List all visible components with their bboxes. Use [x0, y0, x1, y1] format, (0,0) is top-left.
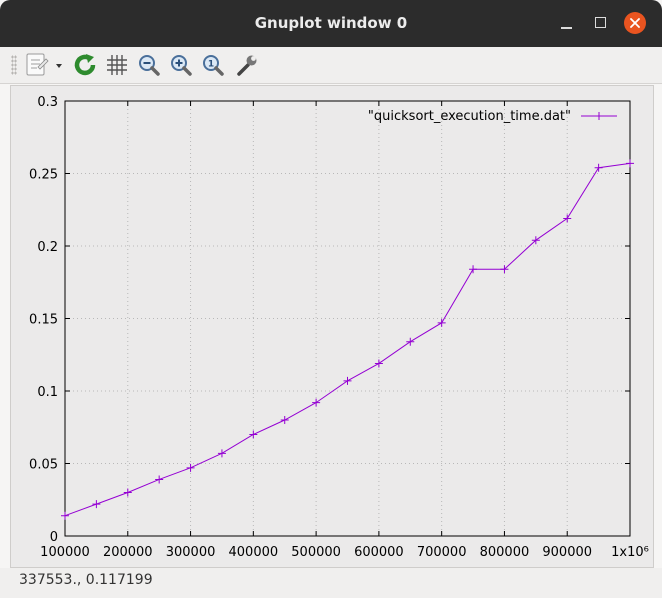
data-point — [626, 159, 634, 168]
zoom-fit-button[interactable]: 1 — [200, 52, 226, 78]
config-button[interactable] — [234, 52, 260, 78]
data-point — [217, 449, 226, 458]
legend-marker — [595, 112, 603, 120]
replot-button[interactable] — [72, 52, 98, 78]
refresh-icon — [74, 54, 96, 76]
cursor-coordinates: 337553., 0.117199 — [19, 572, 153, 588]
close-icon — [630, 18, 640, 28]
zoom-in-button[interactable] — [168, 52, 194, 78]
minimize-button[interactable] — [556, 12, 578, 34]
data-point — [437, 318, 446, 327]
data-point — [343, 376, 352, 385]
zoom-out-icon — [139, 55, 160, 76]
grid-button[interactable] — [104, 52, 130, 78]
data-point — [374, 359, 383, 368]
data-point — [563, 214, 572, 223]
copy-menu-button[interactable] — [24, 52, 66, 78]
y-tick-label: 0.3 — [37, 95, 58, 110]
status-bar: 337553., 0.117199 — [0, 568, 662, 598]
window-title: Gnuplot window 0 — [254, 14, 408, 32]
data-point — [186, 463, 195, 472]
y-tick-label: 0.2 — [37, 240, 58, 255]
zoom-in-icon — [171, 55, 192, 76]
x-tick-label: 100000 — [40, 545, 90, 560]
grid-icon — [107, 55, 127, 75]
close-button[interactable] — [624, 12, 646, 34]
legend-label: "quicksort_execution_time.dat" — [368, 109, 571, 124]
zoom-out-button[interactable] — [136, 52, 162, 78]
x-tick-label: 800000 — [480, 545, 530, 560]
y-tick-label: 0.15 — [29, 313, 58, 328]
title-bar[interactable]: Gnuplot window 0 — [0, 0, 662, 47]
toolbar-grip[interactable] — [11, 55, 17, 75]
series-line — [64, 162, 631, 517]
data-point — [531, 236, 540, 245]
x-tick-label: 900000 — [542, 545, 592, 560]
data-point — [469, 265, 478, 274]
maximize-button[interactable] — [590, 12, 612, 34]
svg-text:1: 1 — [208, 60, 214, 70]
x-tick-label: 300000 — [166, 545, 216, 560]
y-tick-label: 0.1 — [37, 385, 58, 400]
x-tick-label: 1x10⁶ — [611, 545, 649, 560]
data-point — [406, 337, 415, 346]
wrench-icon — [237, 55, 257, 76]
x-tick-label: 400000 — [229, 545, 279, 560]
data-point — [594, 163, 603, 172]
zoom-fit-icon: 1 — [203, 55, 224, 76]
x-tick-label: 600000 — [354, 545, 404, 560]
x-tick-label: 200000 — [103, 545, 153, 560]
data-point — [155, 475, 164, 484]
data-point — [123, 488, 132, 497]
y-tick-label: 0 — [50, 530, 58, 545]
data-point — [92, 500, 101, 509]
data-point — [312, 398, 321, 407]
line-chart[interactable]: 100000 200000 300000 400000 500000 600000 7000… — [11, 86, 653, 567]
data-point — [280, 416, 289, 424]
data-point — [249, 430, 258, 439]
x-tick-label: 500000 — [291, 545, 341, 560]
data-point — [500, 265, 509, 274]
y-tick-label: 0.05 — [29, 458, 58, 473]
plot-border — [64, 100, 631, 537]
toolbar: 1 — [0, 47, 662, 84]
x-tick-label: 700000 — [417, 545, 467, 560]
plot-canvas[interactable]: 100000 200000 300000 400000 500000 600000 7000… — [10, 85, 654, 568]
data-point — [61, 511, 69, 520]
clipboard-icon — [26, 53, 62, 76]
y-tick-label: 0.25 — [29, 168, 58, 183]
